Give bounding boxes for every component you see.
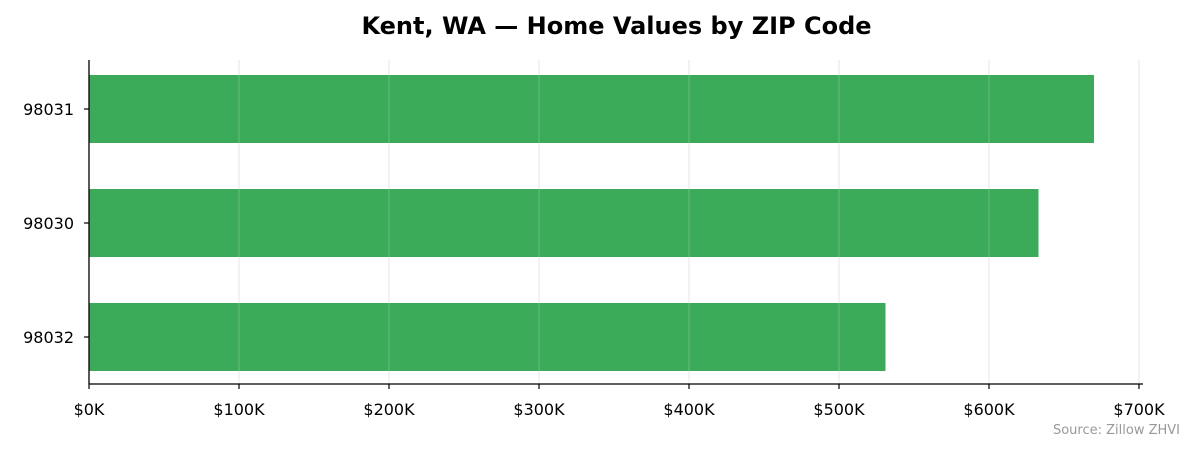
source-note: Source: Zillow ZHVI [1052,423,1180,438]
y-tick-label: 98031 [23,100,74,119]
tick-labels: $0K $100K $200K $300K $400K $500K $600K $700K 98… [23,100,1165,419]
bars [89,75,1094,371]
y-tick-label: 98032 [23,328,74,347]
x-tick-label: $500K [813,400,865,419]
bar-98030 [89,189,1039,257]
x-tick-label: $200K [363,400,415,419]
bar-98031 [89,75,1094,143]
x-tick-label: $100K [213,400,265,419]
y-tick-label: 98030 [23,214,74,233]
x-tick-label: $700K [1113,400,1165,419]
x-tick-label: $300K [513,400,565,419]
x-tick-label: $600K [963,400,1015,419]
bar-98032 [89,303,886,371]
x-tick-label: $0K [74,400,105,419]
chart-title: Kent, WA — Home Values by ZIP Code [361,12,872,40]
x-tick-label: $400K [663,400,715,419]
axes [84,60,1143,389]
